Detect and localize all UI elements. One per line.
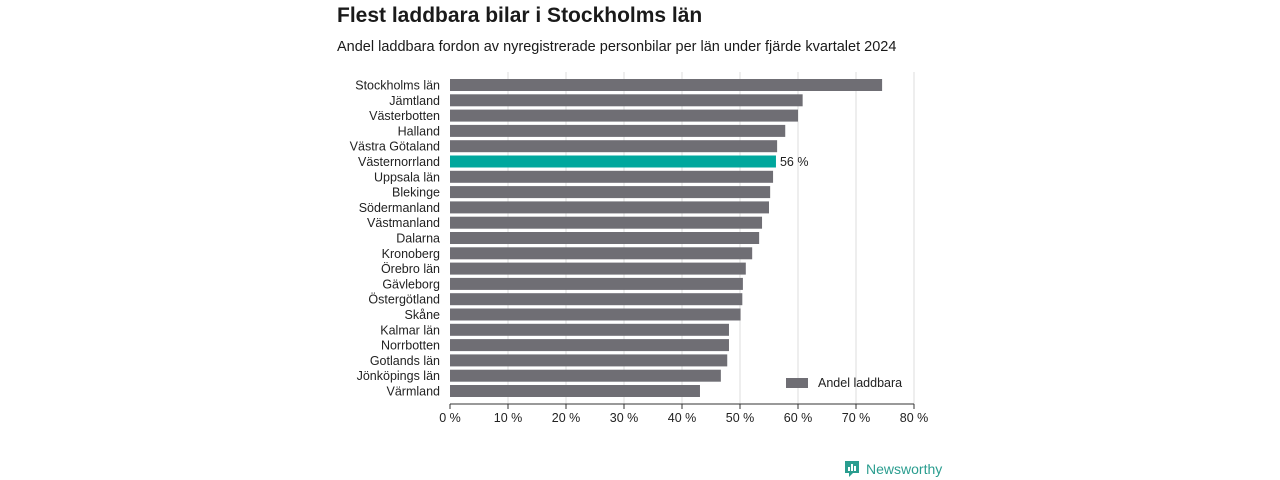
bar (450, 339, 729, 352)
category-label: Västernorrland (358, 155, 440, 169)
category-label: Västmanland (367, 216, 440, 230)
x-tick-label: 80 % (900, 411, 929, 425)
bar (450, 170, 774, 183)
x-tick-label: 60 % (784, 411, 813, 425)
newsworthy-logo-icon (845, 461, 859, 477)
category-label: Kronoberg (382, 247, 440, 261)
category-label: Jämtland (389, 94, 440, 108)
bar (450, 308, 741, 321)
legend-label: Andel laddbara (818, 376, 902, 390)
bar (450, 94, 803, 107)
legend-swatch (786, 378, 808, 388)
x-tick-label: 50 % (726, 411, 755, 425)
bar (450, 277, 743, 290)
x-tick-label: 0 % (439, 411, 461, 425)
bar (450, 385, 700, 397)
bar (450, 293, 743, 306)
category-label: Blekinge (392, 186, 440, 200)
category-label: Dalarna (396, 232, 440, 246)
x-tick-label: 30 % (610, 411, 639, 425)
bar (450, 323, 729, 336)
data-label: 56 % (780, 155, 809, 169)
bar (450, 140, 778, 153)
x-tick-label: 40 % (668, 411, 697, 425)
bar (450, 232, 760, 244)
bar (450, 79, 883, 91)
category-label: Gotlands län (370, 354, 440, 368)
category-label: Västra Götaland (350, 140, 440, 154)
category-label: Uppsala län (374, 170, 440, 184)
bar (450, 216, 763, 229)
x-tick-label: 70 % (842, 411, 871, 425)
category-label: Jönköpings län (357, 369, 440, 383)
brand-logo: Newsworthy (844, 460, 942, 478)
category-label: Halland (398, 124, 440, 138)
chart-subtitle: Andel laddbara fordon av nyregistrerade … (337, 39, 897, 55)
bar (450, 124, 786, 137)
bar (450, 369, 721, 382)
chart-title: Flest laddbara bilar i Stockholms län (337, 4, 703, 27)
category-label: Örebro län (381, 262, 440, 276)
bar (450, 201, 769, 214)
category-label: Gävleborg (382, 277, 440, 291)
category-label: Södermanland (359, 201, 440, 215)
bar (450, 109, 798, 122)
category-label: Värmland (387, 385, 441, 399)
category-label: Västerbotten (369, 109, 440, 123)
category-label: Stockholms län (355, 79, 440, 93)
x-tick-label: 10 % (494, 411, 523, 425)
bar (450, 186, 771, 199)
category-label: Östergötland (368, 293, 440, 307)
category-label: Skåne (405, 308, 440, 322)
category-label: Norrbotten (381, 339, 440, 353)
brand-name: Newsworthy (866, 461, 943, 477)
bar (450, 354, 728, 367)
category-label: Kalmar län (380, 323, 440, 337)
bar-highlight (450, 155, 776, 168)
bar (450, 247, 753, 260)
x-tick-label: 20 % (552, 411, 581, 425)
bar (450, 262, 746, 275)
